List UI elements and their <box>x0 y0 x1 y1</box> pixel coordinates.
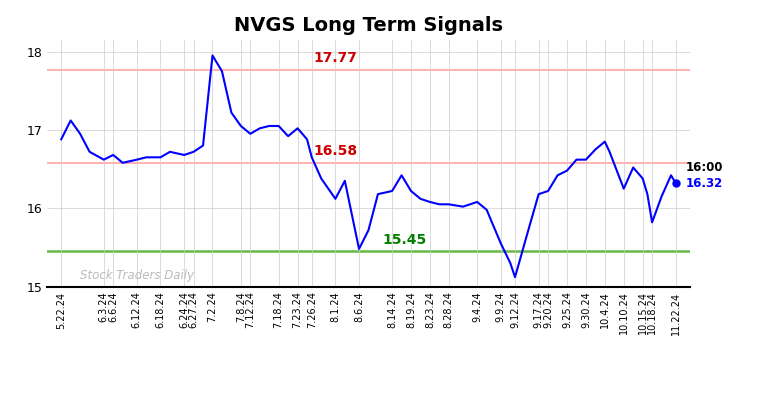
Text: 16.32: 16.32 <box>685 177 722 190</box>
Title: NVGS Long Term Signals: NVGS Long Term Signals <box>234 16 503 35</box>
Text: 17.77: 17.77 <box>314 51 358 65</box>
Text: 15.45: 15.45 <box>383 232 427 247</box>
Text: Stock Traders Daily: Stock Traders Daily <box>80 269 194 282</box>
Text: 16.58: 16.58 <box>314 144 358 158</box>
Text: 16:00: 16:00 <box>685 161 723 174</box>
